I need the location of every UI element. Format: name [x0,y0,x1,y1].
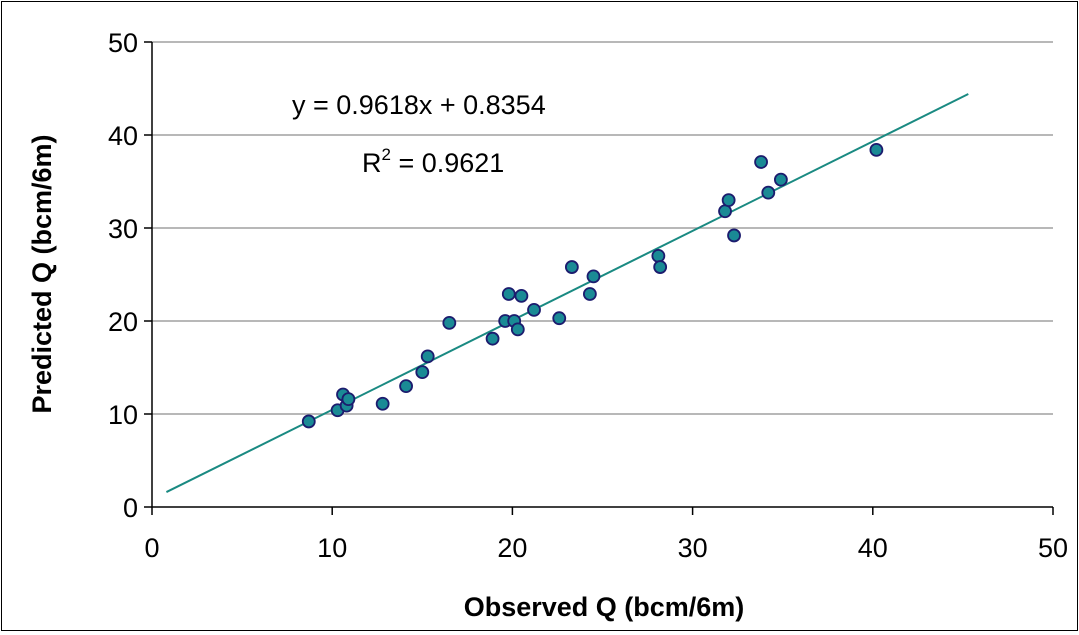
axes [151,42,1053,508]
trendline-equation: y = 0.9618x + 0.8354 [292,90,546,120]
data-point [582,287,597,301]
y-tick-label: 10 [108,400,138,430]
data-point [653,260,668,274]
x-tick-label: 0 [144,533,159,563]
r-squared-exponent: 2 [382,145,391,164]
data-point [527,302,541,317]
gridlines [152,41,1053,415]
r-squared-symbol: R [362,148,382,178]
x-tick-label: 40 [858,533,888,563]
trendline [165,93,969,493]
data-point [514,288,529,303]
x-tick-label: 10 [317,533,347,563]
y-tick-label: 40 [108,121,138,151]
y-tick-label: 50 [108,28,138,58]
data-point [485,331,500,346]
data-point [869,142,884,157]
data-point [773,172,788,187]
data-point [727,228,741,243]
data-point [415,365,430,380]
data-point [420,349,435,364]
y-tick-label: 0 [123,493,138,523]
x-tick-label: 20 [497,533,527,563]
data-point [721,193,736,208]
data-point [552,311,567,326]
data-point [301,414,316,429]
data-point [718,204,732,219]
x-axis-title: Observed Q (bcm/6m) [464,592,745,622]
y-tick-label: 20 [108,307,138,337]
data-points [301,142,884,429]
data-point [375,396,390,411]
data-point [442,315,457,330]
x-axis-ticks: 0 10 20 30 40 50 [144,507,1068,563]
data-point [754,155,768,169]
x-tick-label: 30 [678,533,708,563]
data-point [399,379,413,394]
data-point [651,248,666,263]
y-axis-ticks: 0 10 20 30 40 50 [108,28,152,523]
data-point [761,185,776,200]
y-tick-label: 30 [108,214,138,244]
data-point [501,287,516,301]
x-tick-label: 50 [1038,533,1068,563]
r-squared-label: R2 = 0.9621 [362,145,504,178]
r-squared-value: = 0.9621 [391,148,504,178]
data-point [586,269,601,284]
data-point [564,260,579,274]
data-point [341,392,356,407]
data-point [510,322,525,337]
trendline-group [165,93,969,493]
y-axis-title: Predicted Q (bcm/6m) [27,134,57,413]
